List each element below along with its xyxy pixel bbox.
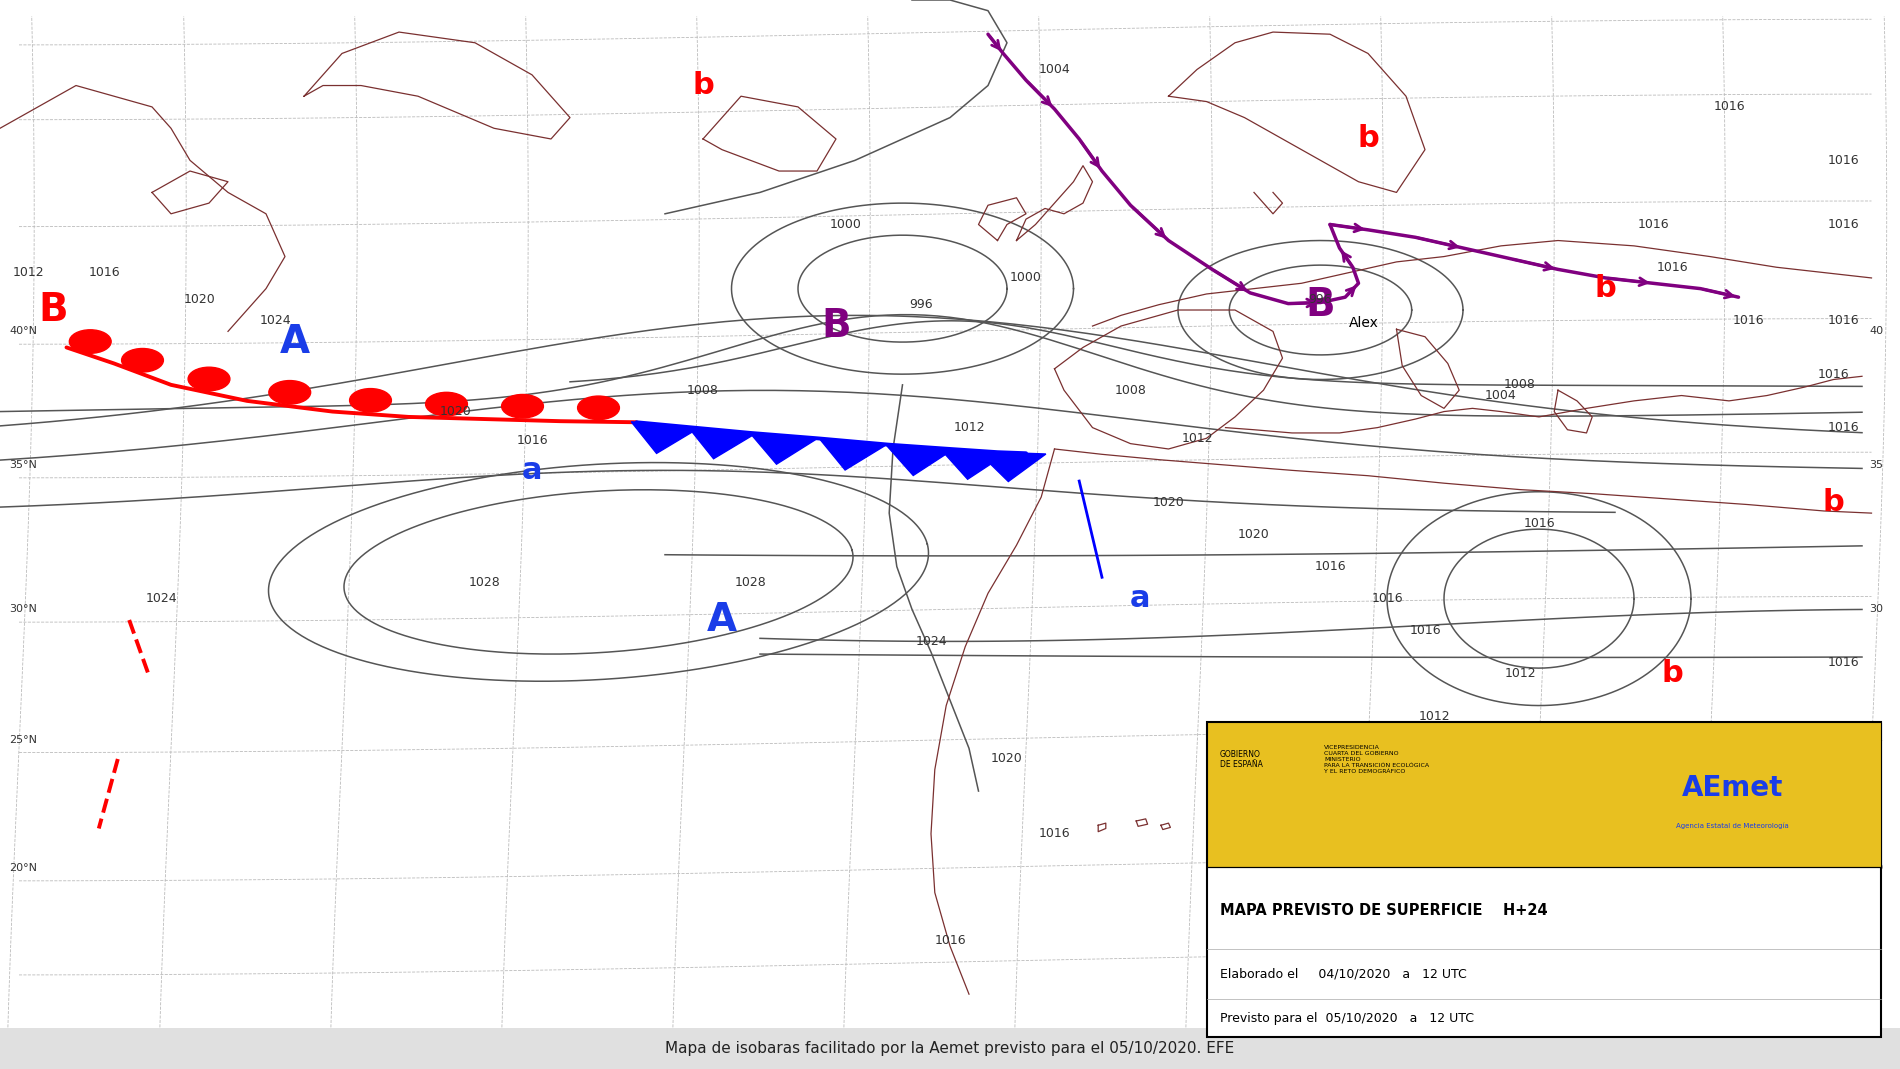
- Polygon shape: [819, 438, 887, 470]
- Text: GOBIERNO
DE ESPAÑA: GOBIERNO DE ESPAÑA: [1220, 749, 1264, 769]
- Circle shape: [270, 381, 310, 404]
- FancyBboxPatch shape: [0, 1028, 1900, 1069]
- Text: 1004: 1004: [1486, 389, 1516, 402]
- Polygon shape: [750, 433, 817, 464]
- Circle shape: [578, 397, 619, 420]
- Text: 1020: 1020: [1239, 528, 1269, 541]
- Text: 30: 30: [1870, 604, 1883, 615]
- Text: 1020: 1020: [1153, 496, 1184, 509]
- Circle shape: [68, 329, 110, 353]
- Text: A: A: [707, 601, 737, 639]
- Text: 1028: 1028: [469, 576, 500, 589]
- Polygon shape: [688, 428, 756, 459]
- Text: Previsto para el  05/10/2020   a   12 UTC: Previsto para el 05/10/2020 a 12 UTC: [1220, 1011, 1474, 1024]
- Text: b: b: [1822, 487, 1845, 517]
- Text: Elaborado el     04/10/2020   a   12 UTC: Elaborado el 04/10/2020 a 12 UTC: [1220, 967, 1467, 980]
- Text: 1016: 1016: [1828, 656, 1858, 669]
- Text: 1004: 1004: [1039, 63, 1070, 76]
- Circle shape: [426, 392, 467, 416]
- Polygon shape: [631, 422, 699, 453]
- Text: 35: 35: [1870, 460, 1883, 470]
- Text: 1000: 1000: [1011, 272, 1041, 284]
- Text: 20: 20: [1870, 863, 1883, 873]
- Text: B: B: [1305, 285, 1336, 324]
- Text: B: B: [38, 291, 68, 329]
- Text: 1024: 1024: [260, 314, 291, 327]
- Text: A: A: [279, 323, 310, 361]
- Text: 40°N: 40°N: [10, 326, 38, 337]
- Text: 1008: 1008: [1505, 378, 1535, 391]
- Text: 1020: 1020: [441, 405, 471, 418]
- Polygon shape: [978, 451, 1045, 481]
- Text: 1016: 1016: [89, 266, 120, 279]
- Text: b: b: [692, 71, 714, 100]
- Text: B: B: [821, 307, 851, 345]
- Text: 1016: 1016: [1828, 314, 1858, 327]
- FancyBboxPatch shape: [1206, 722, 1881, 867]
- Text: Mapa de isobaras facilitado por la Aemet previsto para el 05/10/2020. EFE: Mapa de isobaras facilitado por la Aemet…: [665, 1041, 1235, 1056]
- Text: 1012: 1012: [1419, 710, 1450, 723]
- Text: b: b: [1661, 659, 1683, 688]
- Text: 1016: 1016: [1315, 560, 1345, 573]
- Text: 1008: 1008: [688, 384, 718, 397]
- Text: 1024: 1024: [146, 592, 177, 605]
- Circle shape: [188, 367, 230, 390]
- Text: 1016: 1016: [1733, 314, 1763, 327]
- Text: 1016: 1016: [1657, 261, 1687, 274]
- Text: 1016: 1016: [1638, 218, 1668, 231]
- Text: 1012: 1012: [1505, 667, 1535, 680]
- Text: AEmet: AEmet: [1682, 774, 1784, 802]
- Text: 1016: 1016: [1372, 592, 1402, 605]
- Text: 996: 996: [1309, 293, 1332, 306]
- Circle shape: [502, 394, 543, 418]
- Text: 1016: 1016: [1828, 154, 1858, 167]
- Text: a: a: [522, 455, 541, 485]
- Polygon shape: [940, 448, 1007, 479]
- Text: 1016: 1016: [1524, 517, 1554, 530]
- Circle shape: [350, 388, 391, 412]
- Text: 1016: 1016: [1410, 624, 1440, 637]
- Text: 1028: 1028: [735, 576, 766, 589]
- Text: 1020: 1020: [992, 753, 1022, 765]
- Text: 1016: 1016: [1828, 218, 1858, 231]
- Text: Agencia Estatal de Meteorología: Agencia Estatal de Meteorología: [1676, 822, 1790, 828]
- Text: b: b: [1594, 274, 1617, 304]
- Text: 25: 25: [1870, 734, 1883, 745]
- Text: 1012: 1012: [1182, 432, 1212, 445]
- Text: MAPA PREVISTO DE SUPERFICIE    H+24: MAPA PREVISTO DE SUPERFICIE H+24: [1220, 903, 1547, 918]
- Text: VICEPRESIDENCIA
CUARTA DEL GOBIERNO
MINISTERIO
PARA LA TRANSICIÓN ECOLÓGICA
Y EL: VICEPRESIDENCIA CUARTA DEL GOBIERNO MINI…: [1324, 745, 1429, 774]
- Text: 1016: 1016: [935, 934, 965, 947]
- Text: 25°N: 25°N: [10, 734, 38, 745]
- Text: 35°N: 35°N: [10, 460, 38, 470]
- Text: 996: 996: [910, 298, 933, 311]
- Text: b: b: [1357, 124, 1379, 154]
- Circle shape: [122, 348, 163, 372]
- Text: 40: 40: [1870, 326, 1883, 337]
- FancyBboxPatch shape: [1206, 722, 1881, 1037]
- Text: Alex: Alex: [1349, 315, 1379, 330]
- Text: 1016: 1016: [1828, 421, 1858, 434]
- Text: 30°N: 30°N: [10, 604, 38, 615]
- Text: 1012: 1012: [13, 266, 44, 279]
- Text: 1012: 1012: [954, 421, 984, 434]
- Text: 1024: 1024: [916, 635, 946, 648]
- Text: 1016: 1016: [1039, 827, 1070, 840]
- Polygon shape: [885, 445, 954, 476]
- Text: 1020: 1020: [184, 293, 215, 306]
- Text: 1016: 1016: [1818, 368, 1849, 381]
- Text: 1016: 1016: [517, 434, 547, 447]
- Text: 1000: 1000: [830, 218, 861, 231]
- Text: 1016: 1016: [1714, 100, 1744, 113]
- Text: 20°N: 20°N: [10, 863, 38, 873]
- Text: 1008: 1008: [1115, 384, 1146, 397]
- Text: a: a: [1130, 584, 1150, 614]
